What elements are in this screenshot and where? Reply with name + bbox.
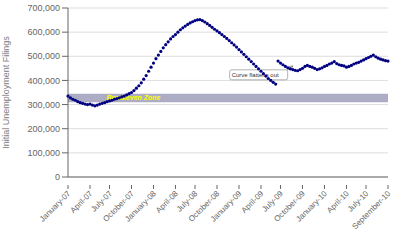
svg-text:200,000: 200,000 <box>27 124 60 134</box>
svg-text:0: 0 <box>55 172 60 182</box>
svg-text:January-08: January-08 <box>123 189 158 224</box>
svg-text:July-07: July-07 <box>89 189 114 214</box>
svg-text:500,000: 500,000 <box>27 51 60 61</box>
svg-text:July-10: July-10 <box>345 189 371 214</box>
svg-text:Initial Unemployment Filings: Initial Unemployment Filings <box>8 36 11 149</box>
svg-text:April-10: April-10 <box>325 189 351 215</box>
svg-text:300,000: 300,000 <box>27 100 60 110</box>
svg-text:January-10: January-10 <box>294 189 329 224</box>
svg-text:600,000: 600,000 <box>27 27 60 37</box>
svg-text:January-09: January-09 <box>209 189 244 224</box>
svg-text:July-08: July-08 <box>174 189 200 214</box>
svg-text:400,000: 400,000 <box>27 76 60 86</box>
svg-text:October-08: October-08 <box>186 189 222 224</box>
svg-text:October-09: October-09 <box>272 189 307 224</box>
svg-text:April-09: April-09 <box>240 189 266 215</box>
svg-text:Breakeven Zone: Breakeven Zone <box>106 94 160 101</box>
svg-text:700,000: 700,000 <box>27 3 60 13</box>
svg-text:April-07: April-07 <box>69 189 95 215</box>
svg-text:100,000: 100,000 <box>27 148 60 158</box>
svg-text:September-10: September-10 <box>350 189 392 231</box>
svg-text:April-08: April-08 <box>154 189 180 215</box>
svg-text:July-09: July-09 <box>260 189 285 214</box>
svg-text:January-07: January-07 <box>38 189 73 224</box>
svg-text:October-07: October-07 <box>101 189 136 224</box>
svg-text:Curve flattens out: Curve flattens out <box>232 72 279 78</box>
